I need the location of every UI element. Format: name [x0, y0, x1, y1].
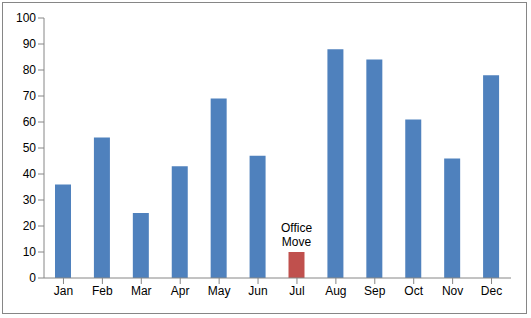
svg-text:60: 60	[23, 115, 37, 129]
svg-text:Feb: Feb	[92, 284, 113, 298]
svg-text:Apr: Apr	[171, 284, 190, 298]
svg-text:Oct: Oct	[404, 284, 423, 298]
svg-text:50: 50	[23, 141, 37, 155]
svg-text:30: 30	[23, 193, 37, 207]
svg-text:20: 20	[23, 219, 37, 233]
svg-text:100: 100	[16, 11, 36, 25]
svg-text:May: May	[208, 284, 231, 298]
svg-text:10: 10	[23, 245, 37, 259]
svg-text:Mar: Mar	[131, 284, 152, 298]
svg-text:70: 70	[23, 89, 37, 103]
svg-text:Nov: Nov	[442, 284, 463, 298]
svg-text:40: 40	[23, 167, 37, 181]
svg-text:OfficeMove: OfficeMove	[281, 221, 312, 249]
svg-text:Aug: Aug	[325, 284, 346, 298]
svg-text:Jan: Jan	[54, 284, 73, 298]
svg-text:Jul: Jul	[289, 284, 304, 298]
svg-text:Dec: Dec	[481, 284, 502, 298]
svg-text:90: 90	[23, 37, 37, 51]
svg-text:80: 80	[23, 63, 37, 77]
svg-text:Sep: Sep	[364, 284, 386, 298]
svg-text:Jun: Jun	[248, 284, 267, 298]
svg-text:0: 0	[29, 271, 36, 285]
